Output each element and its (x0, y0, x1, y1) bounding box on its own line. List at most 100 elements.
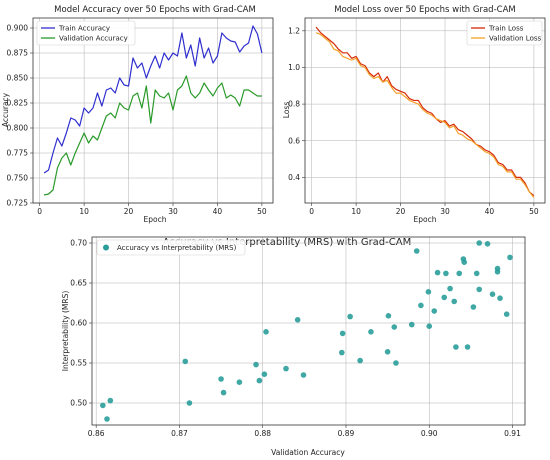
scatter-point (476, 240, 483, 246)
loss-legend: Train Loss Validation Loss (466, 20, 543, 46)
scatter-point (470, 304, 477, 310)
scatter-legend-label: Accuracy vs Interpretability (MRS) (117, 244, 237, 252)
loss-y-tick-label: 0.8 (288, 100, 300, 109)
scatter-point (339, 330, 346, 337)
loss-x-tick-label: 50 (529, 207, 539, 216)
scatter-point (494, 269, 501, 275)
interpretability-scatter-chart: Accuracy vs Interpretability (MRS) with … (61, 236, 526, 457)
loss-x-tick-label: 40 (485, 207, 495, 216)
scatter-point (497, 295, 503, 302)
scatter-point (476, 286, 483, 293)
scatter-legend: Accuracy vs Interpretability (MRS) (96, 239, 246, 256)
scatter-x-axis-label: Validation Accuracy (271, 448, 345, 457)
scatter-point (218, 376, 224, 382)
loss-x-tick-label: 10 (351, 207, 361, 216)
acc-y-tick-label: 0.900 (7, 24, 29, 33)
accuracy-y-axis-label: Accuracy (1, 92, 10, 127)
scatter-point (426, 323, 433, 330)
loss-y-tick-label: 1.2 (288, 26, 300, 35)
scatter-point (418, 302, 424, 309)
scatter-point (182, 358, 189, 365)
scatter-point (408, 321, 415, 328)
acc-y-tick-label: 0.725 (7, 199, 29, 208)
acc-y-tick-label: 0.800 (7, 124, 29, 133)
scatter-point (104, 416, 110, 422)
mrs-x-tick-label: 0.90 (421, 429, 438, 438)
acc-y-tick-label: 0.875 (7, 49, 29, 58)
scatter-plot-frame (91, 236, 526, 426)
scatter-point (294, 317, 301, 323)
scatter-gridlines (92, 237, 525, 425)
acc-x-tick-label: 20 (124, 207, 134, 216)
acc-series-line-train (43, 25, 263, 174)
scatter-point (107, 397, 114, 404)
scatter-point (384, 349, 391, 355)
mrs-x-tick-label: 0.88 (254, 429, 271, 438)
scatter-point (447, 285, 453, 292)
loss-x-tick-label: 30 (440, 207, 450, 216)
loss-x-axis-label: Epoch (414, 215, 437, 224)
scatter-point (261, 371, 268, 378)
loss-plot-frame (304, 17, 546, 204)
scatter-point (385, 313, 392, 319)
scatter-point (186, 400, 193, 406)
scatter-point (456, 270, 463, 277)
loss-series-line-train (315, 26, 535, 197)
accuracy-legend-box (36, 20, 136, 46)
mrs-y-tick-label: 0.65 (70, 279, 87, 288)
scatter-point (413, 248, 420, 254)
scatter-point (263, 329, 269, 335)
mrs-y-tick-label: 0.70 (70, 239, 87, 248)
acc-x-tick-label: 10 (79, 207, 89, 216)
acc-x-tick-label: 0 (37, 207, 42, 216)
acc-y-tick-label: 0.775 (7, 149, 29, 158)
acc-x-tick-label: 40 (213, 207, 223, 216)
accuracy-gridlines (33, 18, 273, 204)
scatter-point (391, 324, 398, 330)
mrs-x-tick-label: 0.91 (504, 429, 521, 438)
mrs-y-tick-label: 0.55 (70, 359, 87, 368)
scatter-point (484, 241, 491, 247)
scatter-point (453, 344, 459, 350)
loss-x-tick-label: 0 (309, 207, 314, 216)
scatter-point (100, 402, 106, 409)
accuracy-x-axis-label: Epoch (144, 215, 167, 224)
scatter-point (503, 311, 510, 318)
scatter-chart-title: Accuracy vs Interpretability (MRS) with … (163, 237, 411, 248)
scatter-point (451, 298, 458, 305)
loss-legend-validation-label: Validation Loss (489, 35, 541, 43)
mrs-y-tick-label: 0.60 (70, 319, 87, 328)
scatter-axis-ticks: 0.86 0.87 0.88 0.89 0.90 0.91 0.50 0.55 0.60 0.65… (70, 239, 521, 438)
scatter-point (393, 360, 399, 366)
acc-y-tick-label: 0.825 (7, 99, 29, 108)
mrs-x-tick-label: 0.86 (88, 429, 105, 438)
loss-y-tick-label: 0.4 (288, 173, 300, 182)
scatter-point (489, 291, 496, 298)
scatter-point (461, 259, 468, 266)
scatter-point (283, 365, 289, 372)
loss-chart-title: Model Loss over 50 Epochs with Grad-CAM (334, 5, 515, 15)
scatter-point (368, 329, 374, 335)
loss-series-line-validation (315, 32, 535, 198)
acc-series-line-validation (43, 75, 262, 196)
loss-axis-ticks: 0 10 20 30 40 50 0.4 0.6 0.8 1.0 1.2 (288, 26, 539, 216)
acc-y-tick-label: 0.850 (7, 74, 29, 83)
accuracy-chart: Model Accuracy over 50 Epochs with Grad-… (1, 5, 274, 224)
acc-x-tick-label: 50 (257, 207, 267, 216)
accuracy-axis-ticks: 0 10 20 30 40 50 0.725 0.750 0.775 0.800 0.825 0.85… (7, 24, 267, 216)
scatter-legend-box (96, 239, 246, 256)
accuracy-legend: Train Accuracy Validation Accuracy (36, 20, 136, 46)
loss-legend-box (466, 20, 543, 46)
scatter-point (347, 313, 353, 320)
scatter-point (220, 389, 227, 396)
scatter-point (441, 294, 448, 301)
scatter-y-axis-label: Interpretability (MRS) (61, 291, 70, 372)
scatter-point (431, 308, 438, 314)
accuracy-legend-validation-label: Validation Accuracy (59, 35, 128, 43)
scatter-point (300, 372, 307, 378)
loss-y-axis-label: Loss (282, 102, 291, 119)
accuracy-chart-title: Model Accuracy over 50 Epochs with Grad-… (54, 5, 256, 15)
accuracy-legend-train-label: Train Accuracy (58, 25, 110, 33)
scatter-point (443, 270, 449, 277)
scatter-point (464, 344, 471, 350)
